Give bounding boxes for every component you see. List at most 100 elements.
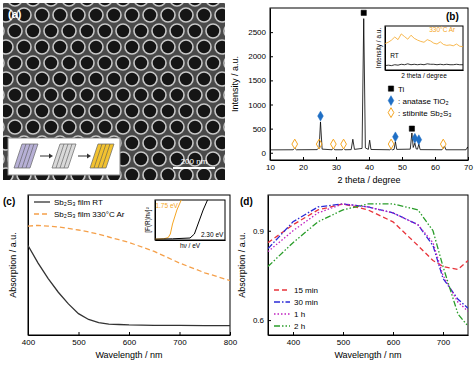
nanotube: [197, 104, 211, 118]
nanotube: [179, 72, 193, 86]
nanotube: [179, 104, 193, 118]
legend-label: : anatase TiO₂: [398, 97, 449, 106]
nanotube: [170, 3, 184, 6]
x-tick-label: 40: [365, 163, 374, 172]
nanotube: [224, 3, 225, 6]
nanotube: [161, 72, 175, 86]
nanotube: [98, 24, 112, 38]
nanotube: [197, 136, 211, 150]
scale-bar: [173, 167, 215, 169]
nanotube: [3, 24, 4, 38]
x-axis-title: hν / eV: [180, 242, 201, 249]
schematic-tube: [98, 144, 106, 168]
nanotube: [125, 104, 139, 118]
nanotube: [125, 136, 139, 150]
nanotube: [26, 88, 40, 102]
series-line: [155, 200, 181, 239]
nanotube: [26, 56, 40, 70]
nanotube: [125, 72, 139, 86]
panel-label: (b): [446, 11, 459, 22]
x-axis-title: Wavelength / nm: [334, 350, 401, 360]
sem-panel: (a)200 nm: [0, 0, 238, 198]
plot-area: [270, 10, 468, 150]
nanotube: [71, 8, 85, 22]
nanotube: [89, 104, 103, 118]
inset-chart: hν / eV[F(R)hν]²1.75 eV2.30 eV: [144, 200, 226, 249]
schematic-tube: [26, 144, 34, 168]
annotation: RT: [390, 52, 399, 59]
y-tick-label: 2500: [248, 28, 266, 37]
nanotube: [80, 3, 94, 6]
x-tick-label: 600: [387, 338, 401, 347]
nanotube: [224, 120, 225, 134]
marker: [318, 111, 324, 121]
x-tick: 500: [72, 332, 86, 347]
schematic-box: [8, 138, 120, 175]
nanotube: [53, 40, 67, 54]
y-tick-label: 0.9: [253, 227, 265, 236]
legend-symbol: [388, 96, 394, 106]
nanotube: [71, 104, 85, 118]
nanotube: [206, 56, 220, 70]
nanotube: [116, 3, 130, 6]
nanotube: [98, 3, 112, 6]
marker: [393, 132, 399, 142]
panel-label: (a): [8, 8, 22, 20]
x-tick: 30: [332, 157, 341, 172]
nanotube: [26, 24, 40, 38]
x-tick-label: 20: [299, 163, 308, 172]
nanotube: [197, 8, 211, 22]
marker: [440, 139, 446, 149]
nanotube: [98, 120, 112, 134]
x-tick: 20: [299, 157, 308, 172]
legend-swatch: [34, 201, 50, 202]
series-line: [270, 19, 468, 150]
series-line: [385, 34, 463, 47]
marker: [409, 126, 414, 131]
nanotube: [197, 40, 211, 54]
figure: (a)200 nm1020304050607005001000150020002…: [0, 0, 474, 368]
nanotube: [179, 40, 193, 54]
x-tick: 600: [387, 332, 401, 347]
nanotube: [62, 120, 76, 134]
nanotube: [44, 88, 58, 102]
nanotube: [170, 120, 184, 134]
y-tick-label: 0.6: [253, 316, 265, 325]
y-axis-title: Absorption / a.u.: [8, 232, 18, 298]
schematic-tube: [94, 144, 102, 168]
nanotube: [107, 40, 121, 54]
x-tick-label: 400: [22, 338, 36, 347]
legend-label: : stibnite Sb₂S₃: [398, 109, 452, 118]
figure-svg: (a)200 nm1020304050607005001000150020002…: [0, 0, 474, 368]
y-tick: 2000: [248, 52, 273, 61]
nanotube: [116, 120, 130, 134]
nanotube: [170, 88, 184, 102]
nanotube: [161, 168, 175, 180]
nanotube: [134, 88, 148, 102]
y-axis-title: Intensity / a.u.: [375, 28, 383, 69]
marker: [316, 139, 322, 149]
nanotube: [143, 104, 157, 118]
x-tick-label: 500: [337, 338, 351, 347]
chart-panel: 4005006007000.60.9Wavelength / nmAbsorpt…: [237, 195, 469, 360]
nanotube: [89, 72, 103, 86]
nanotube: [215, 136, 225, 150]
nanotube: [206, 88, 220, 102]
y-tick-label: 1500: [248, 76, 266, 85]
nanotube: [152, 152, 166, 166]
nanotube: [3, 120, 4, 134]
sem-background: [3, 3, 225, 180]
legend-symbol: [388, 108, 394, 118]
nanotube: [35, 40, 49, 54]
inset-chart: 2 theta / degreeIntensity / a.u.330°C Ar…: [375, 26, 464, 80]
schematic-arrowhead: [49, 154, 53, 159]
x-tick: 400: [287, 332, 301, 347]
x-axis: 400500600700: [269, 332, 469, 347]
series-line: [268, 204, 468, 270]
nanotube: [134, 3, 148, 6]
panel-label: (c): [3, 196, 15, 207]
x-axis-title: Wavelength / nm: [95, 350, 162, 360]
schematic-film: [90, 144, 114, 168]
nanotube: [215, 104, 225, 118]
nanotube: [62, 56, 76, 70]
